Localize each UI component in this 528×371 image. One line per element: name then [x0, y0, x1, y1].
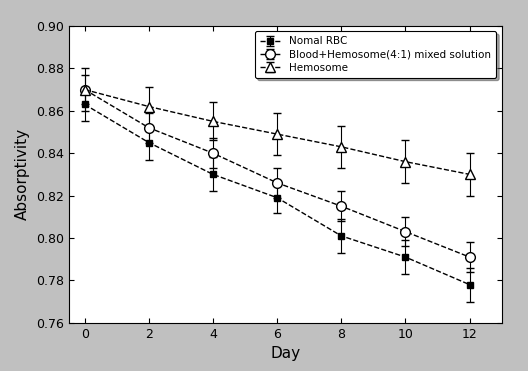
Legend: Nomal RBC, Blood+Hemosome(4:1) mixed solution, Hemosome: Nomal RBC, Blood+Hemosome(4:1) mixed sol…	[255, 31, 496, 78]
Y-axis label: Absorptivity: Absorptivity	[15, 128, 30, 220]
X-axis label: Day: Day	[270, 346, 300, 361]
